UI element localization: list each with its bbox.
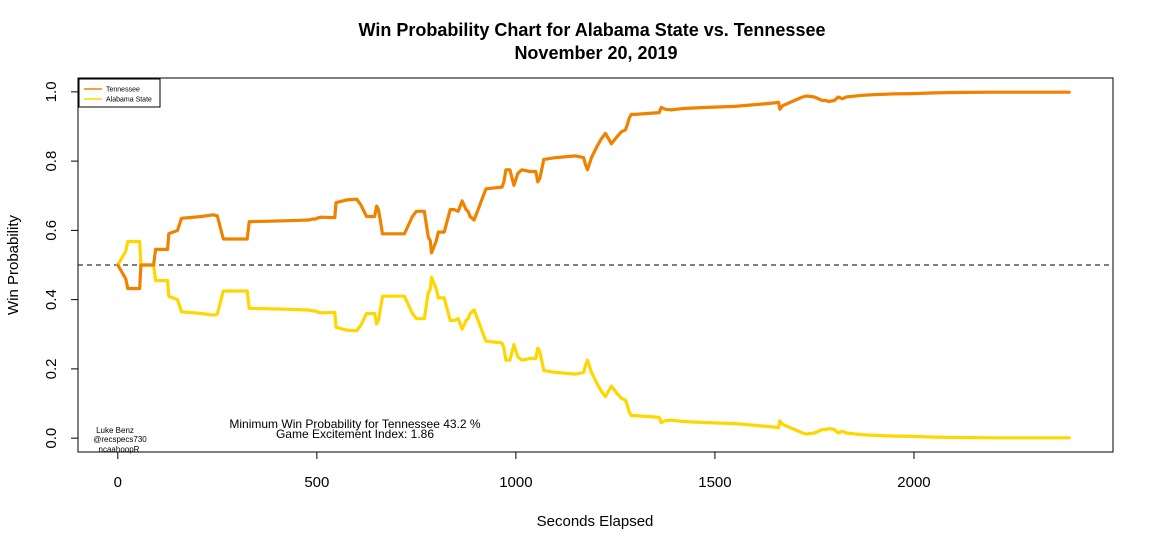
legend-label-alabama-state: Alabama State: [106, 97, 152, 104]
y-tick-label: 0.6: [43, 220, 60, 241]
y-tick-label: 1.0: [43, 81, 60, 102]
chart-subtitle: November 20, 2019: [514, 43, 677, 63]
y-axis-label: Win Probability: [5, 214, 22, 315]
x-tick-label: 1000: [499, 474, 532, 491]
x-tick-label: 2000: [897, 474, 930, 491]
y-axis: 0.0 0.2 0.4 0.6 0.8 1.0: [43, 81, 78, 449]
x-tick-label: 0: [114, 474, 122, 491]
legend-box: [78, 78, 161, 108]
y-tick-label: 0.8: [43, 151, 60, 172]
series-layer: [116, 90, 1071, 440]
series-line-alabama-state: [116, 239, 1071, 440]
y-tick-label: 0.0: [43, 428, 60, 449]
x-axis-label: Seconds Elapsed: [537, 513, 654, 530]
x-axis: 0 500 1000 1500 2000: [114, 452, 931, 491]
legend-label-tennessee: Tennessee: [106, 87, 140, 94]
x-tick-label: 500: [304, 474, 329, 491]
credit-package: ncaahoopR: [99, 445, 140, 454]
y-tick-label: 0.4: [43, 289, 60, 310]
credit-handle: @recspecs730: [93, 435, 147, 444]
series-line-tennessee: [116, 90, 1071, 291]
excitement-index-note: Game Excitement Index: 1.86: [276, 427, 434, 441]
legend: Tennessee Alabama State: [78, 78, 161, 108]
x-tick-label: 1500: [698, 474, 731, 491]
chart-title: Win Probability Chart for Alabama State …: [359, 20, 826, 40]
y-tick-label: 0.2: [43, 358, 60, 379]
credit-author: Luke Benz: [96, 426, 134, 435]
min-win-probability-note: Minimum Win Probability for Tennessee 43…: [229, 417, 481, 431]
